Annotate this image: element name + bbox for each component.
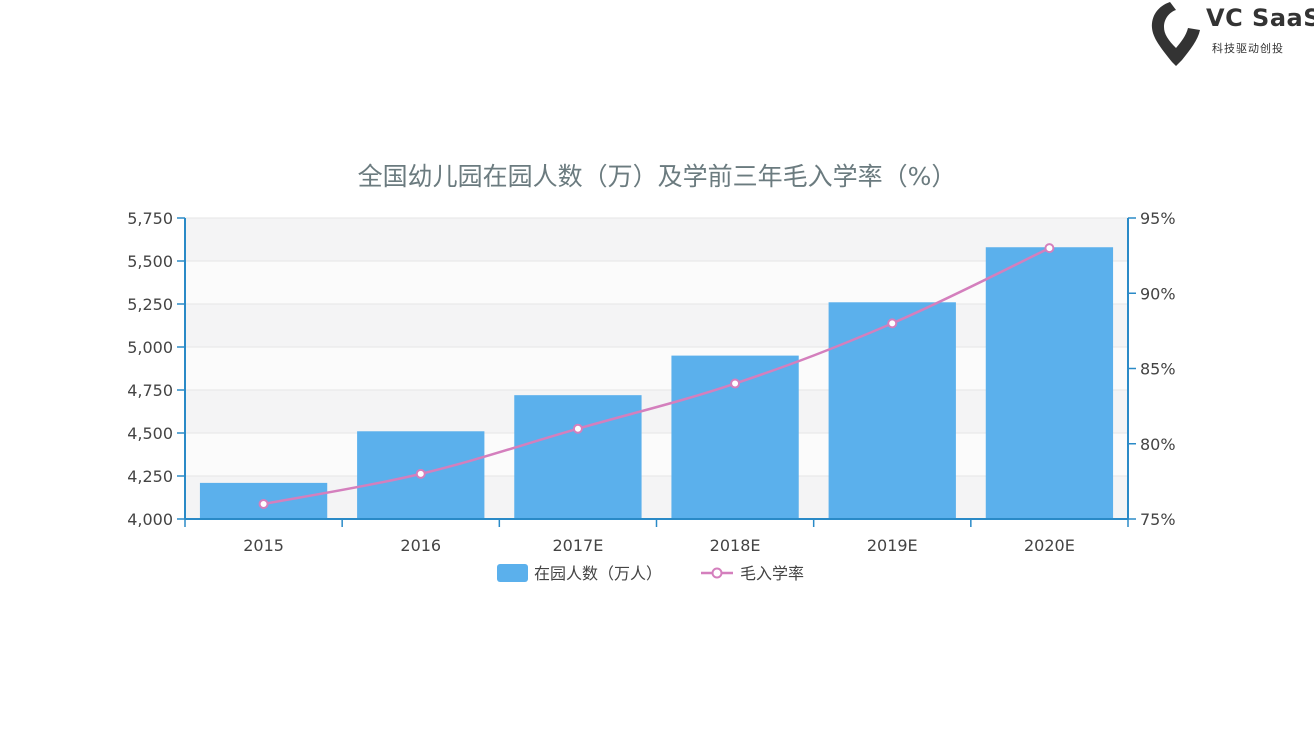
- x-tick-label: 2019E: [867, 536, 918, 555]
- x-tick-label: 2015: [243, 536, 284, 555]
- y-right-tick-label: 95%: [1140, 209, 1176, 228]
- brand-tagline: 科技驱动创投: [1212, 42, 1284, 55]
- y-left-tick-label: 5,500: [127, 252, 173, 271]
- brand-name: VC SaaS: [1206, 4, 1314, 32]
- plot-band: [185, 390, 1128, 433]
- brand-logo: VC SaaS 科技驱动创投: [1148, 0, 1314, 70]
- tick-labels: 4,000 4,250 4,500 4,750 5,000 5,250 5,500 5,750…: [127, 209, 1175, 555]
- line-point-2017E: [572, 423, 583, 434]
- legend: 在园人数（万人） 毛入学率: [497, 564, 804, 583]
- y-left-tick-label: 5,000: [127, 338, 173, 357]
- y-right-tick-label: 75%: [1140, 510, 1176, 529]
- y-right-tick-label: 80%: [1140, 435, 1176, 454]
- plot-band: [185, 261, 1128, 304]
- line-point-2020E: [1044, 243, 1055, 254]
- y-left-tick-label: 5,750: [127, 209, 173, 228]
- bar-2020E: [985, 247, 1114, 520]
- legend-swatch-bar: [497, 564, 528, 582]
- x-tick-label: 2018E: [710, 536, 761, 555]
- y-left-tick-label: 4,250: [127, 467, 173, 486]
- line-point-2015: [258, 498, 269, 509]
- plot-band: [185, 347, 1128, 390]
- line-path: [263, 246, 1050, 506]
- y-left-tick-label: 4,750: [127, 381, 173, 400]
- line-point-2016: [415, 468, 426, 479]
- bar-series: [199, 247, 1114, 520]
- y-right-tick-label: 90%: [1140, 284, 1176, 303]
- plot-band: [185, 476, 1128, 519]
- line-point-2019E: [887, 318, 898, 329]
- y-left-tick-label: 4,500: [127, 424, 173, 443]
- y-left-tick-label: 4,000: [127, 510, 173, 529]
- location-pin-icon: [1151, 2, 1200, 66]
- y-right-tick-label: 85%: [1140, 360, 1176, 379]
- axes: [177, 217, 1136, 527]
- x-tick-label: 2017E: [553, 536, 604, 555]
- plot-background: [185, 218, 1128, 519]
- bar-2017E: [514, 395, 642, 519]
- x-tick-label: 2020E: [1024, 536, 1075, 555]
- legend-swatch-marker: [711, 567, 723, 579]
- bar-2019E: [828, 302, 956, 519]
- legend-label-line: 毛入学率: [740, 564, 804, 583]
- plot-band: [185, 304, 1128, 347]
- chart-title: 全国幼儿园在园人数（万）及学前三年毛入学率（%）: [357, 162, 957, 191]
- plot-band: [185, 218, 1128, 261]
- line-series: [258, 243, 1055, 509]
- plot-band: [185, 433, 1128, 476]
- y-left-tick-label: 5,250: [127, 295, 173, 314]
- legend-label-bar: 在园人数（万人）: [534, 564, 662, 583]
- line-point-2018E: [730, 378, 741, 389]
- x-tick-label: 2016: [400, 536, 441, 555]
